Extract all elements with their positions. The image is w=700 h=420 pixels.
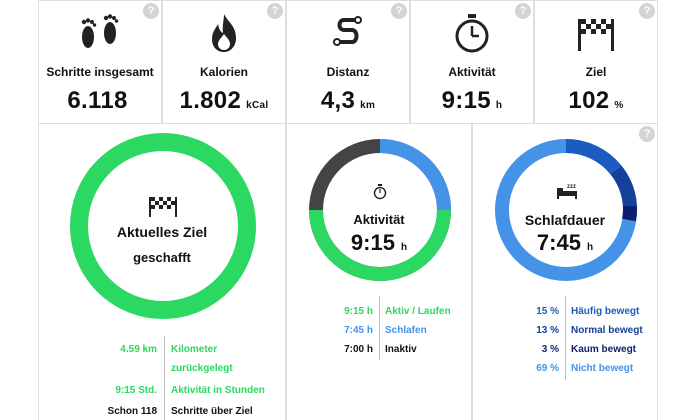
sleep-row-left: 15 % (536, 306, 559, 317)
stat-label: Aktivität (448, 65, 496, 79)
activity-value: 9:15 h (350, 230, 408, 255)
goal-row-right: Aktivität in Stunden (171, 385, 265, 396)
stat-tile-goal: ? Ziel 102% (534, 0, 658, 124)
finish-flag-icon (535, 11, 657, 55)
activity-row-left: 9:15 h (344, 306, 373, 317)
activity-row-left: 7:00 h (344, 344, 373, 355)
flame-icon (163, 11, 285, 55)
activity-ring-segment-sleep (379, 139, 451, 211)
stopwatch-icon (411, 11, 533, 55)
goal-row-left: 9:15 Std. (115, 385, 157, 396)
goal-row-right: Schritte über Ziel (171, 406, 253, 417)
sleep-panel: ? zzz Schlafdauer 7:45 h 15 % Häufig bewe… (472, 124, 658, 420)
sleep-row-left: 13 % (536, 325, 559, 336)
stat-value: 6.118 (67, 87, 128, 114)
bed-icon: zzz (555, 182, 579, 205)
stat-value: 4,3 km (320, 87, 376, 114)
finish-flag-icon (148, 194, 178, 223)
divider (164, 336, 165, 420)
sleep-row-left: 3 % (541, 344, 559, 355)
help-icon[interactable]: ? (639, 126, 655, 142)
stat-value: 9:15 h (441, 87, 503, 114)
activity-panel: Aktivität 9:15 h 9:15 h Aktiv / Laufen 7:… (286, 124, 472, 420)
sleep-row-right: Normal bewegt (571, 325, 643, 336)
goal-panel: Aktuelles Ziel geschafft 4.59 km Kilomet… (38, 124, 286, 420)
stat-label: Kalorien (199, 65, 248, 79)
activity-row-right: Inaktiv (385, 344, 417, 355)
activity-ring-segment-active (309, 209, 451, 281)
svg-text:zzz: zzz (567, 184, 576, 190)
goal-ring (70, 133, 256, 319)
help-icon[interactable]: ? (515, 3, 531, 19)
sleep-ring (495, 138, 638, 281)
sleep-row-right: Häufig bewegt (571, 306, 640, 317)
help-icon[interactable]: ? (267, 3, 283, 19)
help-icon[interactable]: ? (391, 3, 407, 19)
stat-tile-activity: ? Aktivität 9:15 h (410, 0, 534, 124)
goal-line2: geschafft (133, 250, 191, 265)
sleep-value: 7:45 h (536, 230, 594, 255)
activity-row-right: Schlafen (385, 325, 427, 336)
divider (379, 296, 380, 360)
help-icon[interactable]: ? (143, 3, 159, 19)
sleep-ring-segment-rare (622, 205, 638, 222)
sleep-row-right: Kaum bewegt (571, 344, 637, 355)
goal-row-left: 4.59 km (120, 344, 157, 355)
stat-label: Distanz (326, 65, 370, 79)
activity-row-right: Aktiv / Laufen (385, 306, 451, 317)
stat-tile-steps: ? Schritte insgesamt 6.118 (38, 0, 162, 124)
goal-line1: Aktuelles Ziel (116, 224, 208, 240)
sleep-row-right: Nicht bewegt (571, 363, 634, 374)
activity-ring (309, 139, 451, 281)
help-icon[interactable]: ? (639, 3, 655, 19)
goal-row-right: Kilometer (171, 344, 218, 355)
activity-title: Aktivität (353, 212, 405, 227)
goal-row-left: Schon 118 (107, 406, 157, 417)
stat-tile-calories: ? Kalorien 1.802 kCal (162, 0, 286, 124)
stat-label: Ziel (585, 65, 607, 79)
sleep-ring-segment-frequent (565, 138, 622, 175)
goal-row-right: zurückgelegt (171, 363, 233, 374)
sleep-row-left: 69 % (536, 363, 559, 374)
divider (565, 296, 566, 380)
stat-value: 1.802 kCal (179, 87, 269, 114)
activity-row-left: 7:45 h (344, 325, 373, 336)
route-icon (287, 11, 409, 55)
footprints-icon (39, 11, 161, 55)
stat-value: 102% (568, 87, 624, 114)
sleep-ring-segment-normal (610, 165, 637, 207)
stat-label: Schritte insgesamt (46, 65, 154, 79)
sleep-title: Schlafdauer (524, 212, 606, 228)
stopwatch-icon (373, 184, 387, 205)
stat-tile-distance: ? Distanz 4,3 km (286, 0, 410, 124)
